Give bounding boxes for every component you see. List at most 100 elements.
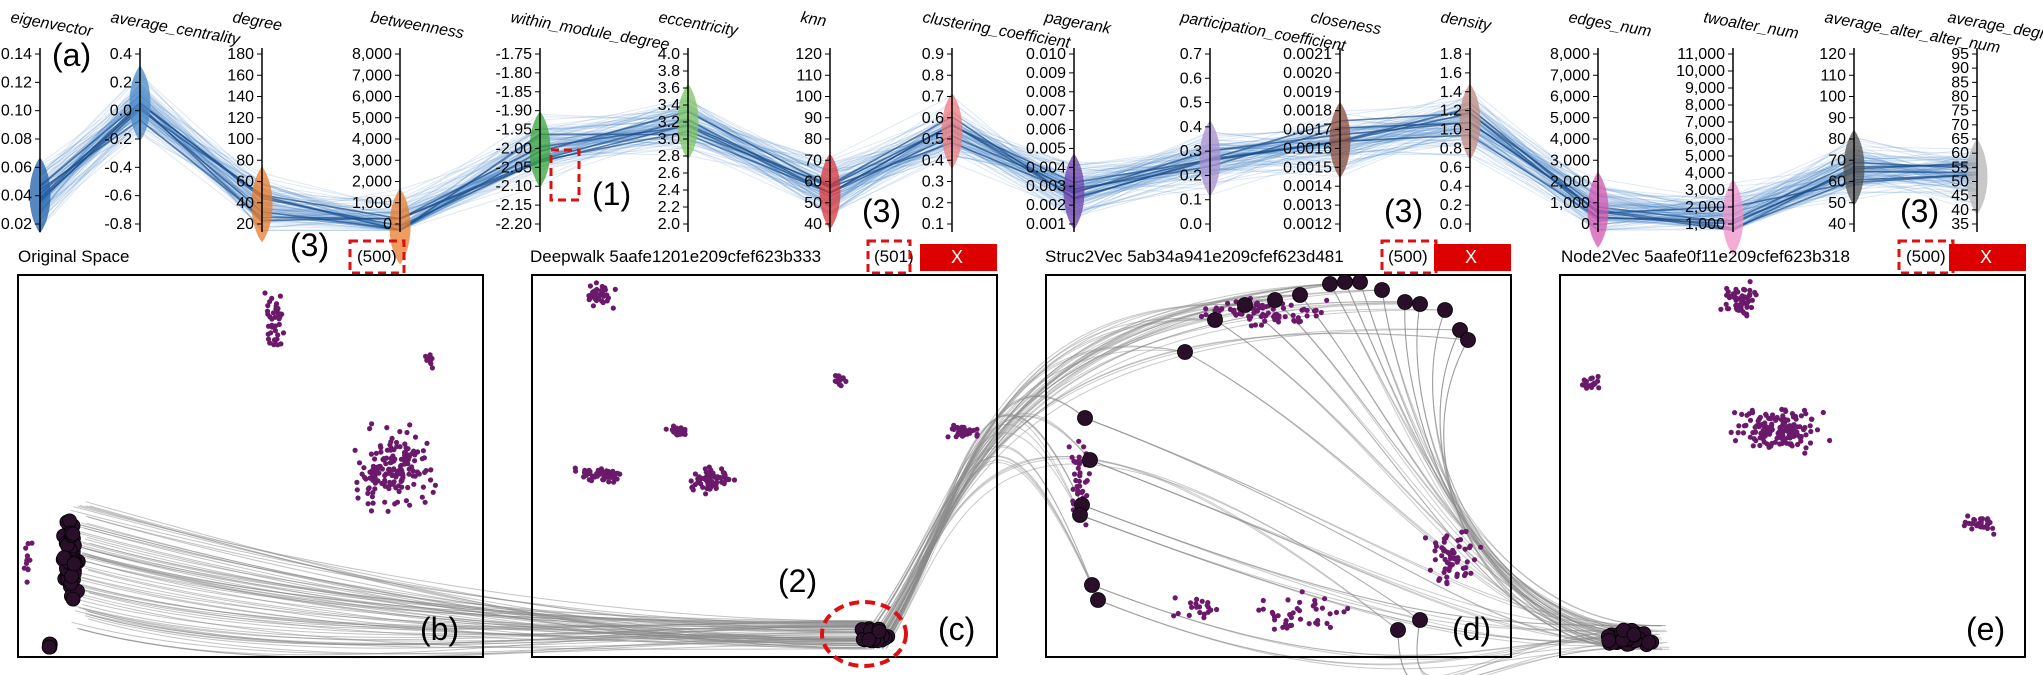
tick-label: 120 bbox=[227, 110, 254, 127]
data-point bbox=[1288, 623, 1293, 628]
data-point bbox=[1073, 460, 1078, 465]
tick-label: 0.4 bbox=[1440, 178, 1462, 195]
tick-label: 0.007 bbox=[1026, 103, 1066, 120]
data-point bbox=[369, 452, 374, 457]
data-point bbox=[365, 491, 370, 496]
data-point bbox=[703, 491, 708, 496]
close-icon[interactable]: X bbox=[1465, 247, 1477, 267]
point-count: (500) bbox=[1388, 247, 1428, 266]
data-point bbox=[431, 490, 436, 495]
data-point bbox=[594, 280, 599, 285]
data-point bbox=[424, 468, 429, 473]
data-point bbox=[1808, 429, 1813, 434]
tick-label: 1.2 bbox=[1440, 103, 1462, 120]
data-point bbox=[1724, 302, 1729, 307]
data-point bbox=[840, 376, 845, 381]
data-point bbox=[1208, 608, 1213, 613]
selected-point bbox=[1461, 333, 1476, 348]
tick-label: -1.75 bbox=[496, 46, 533, 63]
data-point bbox=[1776, 431, 1781, 436]
data-point bbox=[1075, 491, 1080, 496]
data-point bbox=[1765, 425, 1770, 430]
tick-label: 0.0019 bbox=[1283, 84, 1332, 101]
point-count: (500) bbox=[1906, 247, 1946, 266]
tick-label: 0.010 bbox=[1026, 46, 1066, 63]
data-point bbox=[1808, 423, 1813, 428]
data-point bbox=[1467, 545, 1472, 550]
data-point bbox=[1083, 522, 1088, 527]
data-point bbox=[382, 478, 387, 483]
data-point bbox=[1802, 425, 1807, 430]
close-icon[interactable]: X bbox=[1980, 247, 1992, 267]
data-point bbox=[1803, 432, 1808, 437]
data-point bbox=[714, 480, 719, 485]
data-point bbox=[355, 495, 360, 500]
data-point bbox=[29, 541, 34, 546]
data-point bbox=[407, 466, 412, 471]
tick-label: 0.0020 bbox=[1283, 65, 1332, 82]
selected-point bbox=[1353, 275, 1368, 290]
selected-point bbox=[1073, 508, 1088, 523]
data-point bbox=[372, 456, 377, 461]
data-point bbox=[1451, 556, 1456, 561]
data-point bbox=[1077, 470, 1082, 475]
data-point bbox=[421, 448, 426, 453]
tick-label: 4,000 bbox=[1685, 165, 1725, 182]
data-point bbox=[1075, 484, 1080, 489]
tick-label: 0.0018 bbox=[1283, 103, 1332, 120]
data-point bbox=[1314, 607, 1319, 612]
data-point bbox=[1434, 544, 1439, 549]
tick-label: 60 bbox=[804, 174, 822, 191]
data-point bbox=[400, 471, 405, 476]
tick-label: 0.02 bbox=[1, 216, 32, 233]
embedding-panel-deepwalk[interactable] bbox=[532, 275, 997, 657]
data-point bbox=[1315, 622, 1320, 627]
data-point bbox=[266, 332, 271, 337]
data-point bbox=[611, 306, 616, 311]
close-icon[interactable]: X bbox=[951, 247, 963, 267]
selected-point bbox=[1208, 313, 1223, 328]
embedding-panel-node2vec[interactable] bbox=[1560, 275, 2025, 657]
tick-label: 3.6 bbox=[658, 80, 680, 97]
tick-label: 0.9 bbox=[922, 46, 944, 63]
tick-label: 3.0 bbox=[658, 131, 680, 148]
data-point bbox=[371, 501, 376, 506]
data-point bbox=[1808, 440, 1813, 445]
tick-label: 120 bbox=[795, 46, 822, 63]
data-point bbox=[975, 432, 980, 437]
data-point bbox=[703, 466, 708, 471]
data-point bbox=[1194, 597, 1199, 602]
tick-label: 1.4 bbox=[1440, 84, 1462, 101]
point-count: (501) bbox=[874, 247, 914, 266]
link-line bbox=[874, 290, 1382, 625]
data-point bbox=[1298, 319, 1303, 324]
data-point bbox=[1077, 455, 1082, 460]
selected-point bbox=[1413, 613, 1428, 628]
data-point bbox=[1214, 607, 1219, 612]
data-point bbox=[386, 486, 391, 491]
data-point bbox=[382, 473, 387, 478]
link-line bbox=[1215, 320, 1643, 634]
data-point bbox=[1757, 443, 1762, 448]
data-point bbox=[1791, 422, 1796, 427]
tick-label: 0.2 bbox=[110, 74, 132, 91]
data-point bbox=[407, 454, 412, 459]
data-point bbox=[1255, 300, 1260, 305]
tick-label: -1.80 bbox=[496, 65, 533, 82]
data-point bbox=[1219, 306, 1224, 311]
data-point bbox=[1076, 439, 1081, 444]
data-point bbox=[1991, 532, 1996, 537]
data-point bbox=[265, 303, 270, 308]
tick-label: -1.95 bbox=[496, 122, 533, 139]
data-point bbox=[393, 474, 398, 479]
data-point bbox=[1260, 303, 1265, 308]
data-point bbox=[590, 290, 595, 295]
tick-label: 50 bbox=[804, 195, 822, 212]
tick-label: 0.0016 bbox=[1283, 140, 1332, 157]
data-point bbox=[1978, 520, 1983, 525]
tick-label: 80 bbox=[236, 152, 254, 169]
data-point bbox=[1423, 535, 1428, 540]
axis-name: twoalter_num bbox=[1702, 9, 1800, 42]
data-point bbox=[1261, 607, 1266, 612]
data-point bbox=[709, 479, 714, 484]
